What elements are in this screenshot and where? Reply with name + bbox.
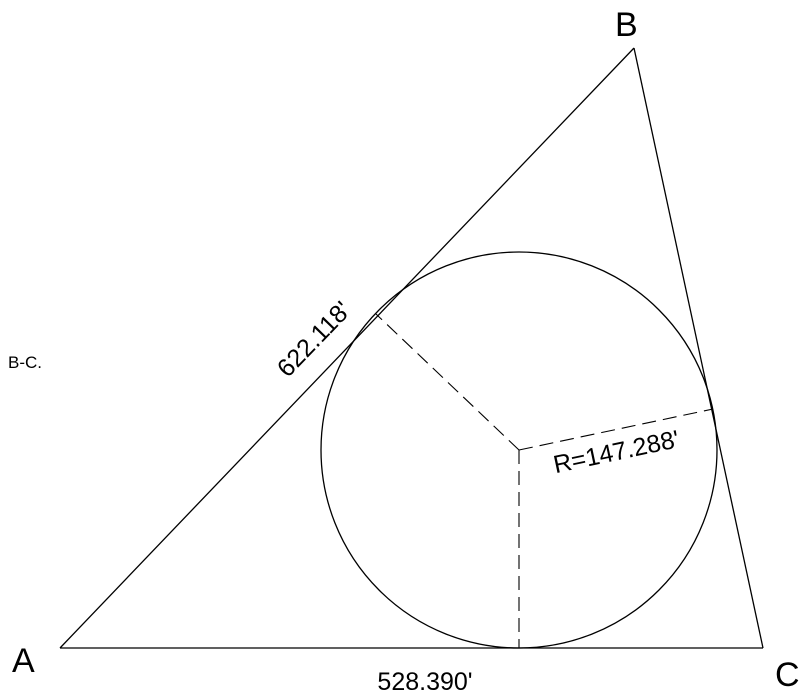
vertex-label-b: B bbox=[615, 6, 638, 44]
side-ac-length: 528.390' bbox=[377, 668, 472, 696]
side-ab-length: 622.118' bbox=[272, 296, 357, 383]
edge-bc bbox=[633, 47, 764, 649]
edge-ab bbox=[59, 47, 635, 649]
vertex-label-a: A bbox=[12, 642, 35, 680]
radius-to-ab bbox=[375, 313, 520, 451]
radius-length: R=147.288' bbox=[551, 425, 682, 479]
side-note-text: B-C. bbox=[8, 353, 42, 372]
radius-to-bc bbox=[518, 408, 714, 451]
vertex-label-c: C bbox=[775, 656, 800, 694]
